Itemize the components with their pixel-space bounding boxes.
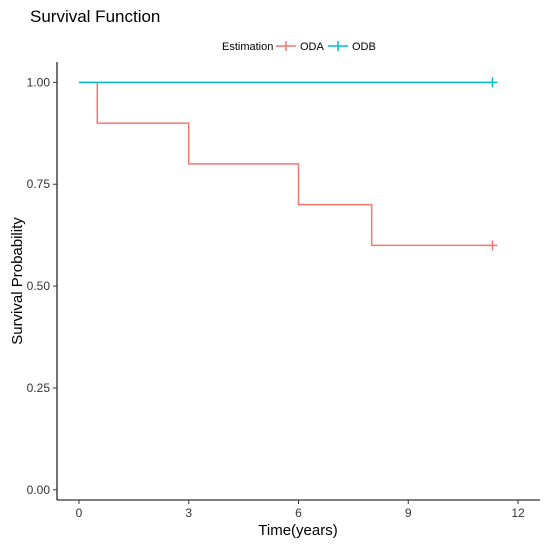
x-axis-ticks: 0 3 6 9 12 xyxy=(76,500,525,520)
y-tick-label: 1.00 xyxy=(27,75,51,89)
censor-mark-odb xyxy=(487,77,498,88)
x-axis-title: Time(years) xyxy=(258,522,337,539)
censor-mark-oda xyxy=(487,240,498,251)
y-tick-label: 0.25 xyxy=(27,381,51,395)
y-axis-ticks: 0.00 0.25 0.50 0.75 1.00 xyxy=(27,75,57,497)
legend-label-odb: ODB xyxy=(352,41,376,53)
y-axis-title: Survival Probability xyxy=(9,217,26,345)
plot-area xyxy=(78,77,498,251)
x-tick-label: 0 xyxy=(76,506,83,520)
x-tick-label: 3 xyxy=(185,506,192,520)
legend-item-oda: ODA xyxy=(276,41,325,53)
x-tick-label: 12 xyxy=(511,506,525,520)
legend-item-odb: ODB xyxy=(328,41,376,53)
legend-title: Estimation xyxy=(222,41,273,53)
legend: Estimation ODA ODB xyxy=(222,41,376,53)
y-tick-label: 0.00 xyxy=(27,483,51,497)
x-tick-label: 6 xyxy=(295,506,302,520)
y-tick-label: 0.50 xyxy=(27,279,51,293)
x-tick-label: 9 xyxy=(405,506,412,520)
chart-title: Survival Function xyxy=(30,7,160,26)
series-line-oda xyxy=(78,81,493,247)
legend-label-oda: ODA xyxy=(300,41,325,53)
y-tick-label: 0.75 xyxy=(27,177,51,191)
